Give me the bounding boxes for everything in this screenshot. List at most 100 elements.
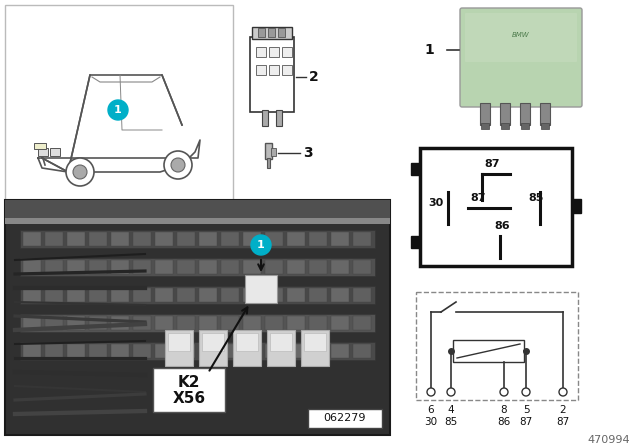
Text: 87: 87: [520, 417, 532, 427]
Bar: [20, 230, 375, 248]
Circle shape: [522, 388, 530, 396]
Bar: [331, 260, 349, 274]
Bar: [304, 333, 326, 351]
Bar: [265, 232, 283, 246]
Bar: [111, 344, 129, 358]
Bar: [243, 260, 261, 274]
Bar: [221, 232, 239, 246]
Bar: [270, 333, 292, 351]
Circle shape: [66, 158, 94, 186]
Bar: [287, 344, 305, 358]
Bar: [309, 288, 327, 302]
Bar: [540, 103, 550, 125]
Text: X56: X56: [172, 391, 205, 405]
Bar: [480, 103, 490, 125]
Bar: [38, 148, 48, 156]
Bar: [265, 143, 272, 159]
Bar: [252, 27, 292, 39]
Circle shape: [73, 165, 87, 179]
Bar: [45, 232, 63, 246]
Circle shape: [447, 388, 455, 396]
Bar: [111, 260, 129, 274]
Bar: [177, 288, 195, 302]
Circle shape: [251, 235, 271, 255]
Bar: [245, 275, 277, 303]
Text: 87: 87: [484, 159, 500, 169]
Bar: [265, 316, 283, 330]
Bar: [276, 110, 282, 126]
Bar: [45, 316, 63, 330]
Circle shape: [108, 100, 128, 120]
Bar: [155, 344, 173, 358]
Text: 4: 4: [448, 405, 454, 415]
Bar: [265, 288, 283, 302]
Bar: [23, 288, 41, 302]
Bar: [199, 288, 217, 302]
Bar: [411, 163, 420, 175]
Bar: [67, 344, 85, 358]
Circle shape: [500, 388, 508, 396]
Text: 87: 87: [556, 417, 570, 427]
Bar: [243, 344, 261, 358]
Bar: [199, 260, 217, 274]
Bar: [155, 260, 173, 274]
Bar: [89, 260, 107, 274]
Bar: [243, 316, 261, 330]
Bar: [268, 28, 275, 37]
Text: BMW: BMW: [512, 32, 530, 38]
Text: K2: K2: [178, 375, 200, 389]
Bar: [278, 28, 285, 37]
Bar: [453, 340, 524, 362]
Bar: [353, 232, 371, 246]
Bar: [111, 316, 129, 330]
Bar: [308, 409, 382, 428]
Bar: [20, 314, 375, 332]
Bar: [353, 260, 371, 274]
Bar: [331, 316, 349, 330]
Text: 2: 2: [309, 70, 319, 84]
Bar: [199, 330, 227, 366]
Bar: [20, 258, 375, 276]
Bar: [199, 344, 217, 358]
Bar: [500, 103, 510, 125]
Text: 5: 5: [523, 405, 529, 415]
Bar: [572, 199, 581, 213]
Text: 062279: 062279: [324, 413, 366, 423]
FancyBboxPatch shape: [465, 13, 577, 62]
Bar: [168, 333, 190, 351]
FancyBboxPatch shape: [460, 8, 582, 107]
Bar: [67, 288, 85, 302]
Bar: [309, 260, 327, 274]
Bar: [236, 333, 258, 351]
Circle shape: [427, 388, 435, 396]
Bar: [45, 260, 63, 274]
Bar: [269, 47, 279, 57]
Bar: [282, 47, 292, 57]
Bar: [67, 316, 85, 330]
Bar: [287, 316, 305, 330]
Bar: [133, 316, 151, 330]
Bar: [111, 232, 129, 246]
Bar: [177, 316, 195, 330]
Bar: [269, 65, 279, 75]
Bar: [89, 288, 107, 302]
Bar: [133, 288, 151, 302]
Bar: [5, 200, 390, 218]
Bar: [271, 148, 276, 156]
Bar: [309, 232, 327, 246]
Bar: [416, 292, 578, 400]
Bar: [267, 330, 295, 366]
Bar: [309, 344, 327, 358]
Bar: [481, 123, 489, 129]
Bar: [287, 232, 305, 246]
Text: 85: 85: [528, 193, 543, 203]
Text: 1: 1: [424, 43, 434, 57]
Bar: [155, 288, 173, 302]
Bar: [243, 288, 261, 302]
Bar: [89, 316, 107, 330]
Bar: [23, 344, 41, 358]
Bar: [221, 260, 239, 274]
Bar: [221, 288, 239, 302]
Bar: [282, 65, 292, 75]
Bar: [133, 260, 151, 274]
